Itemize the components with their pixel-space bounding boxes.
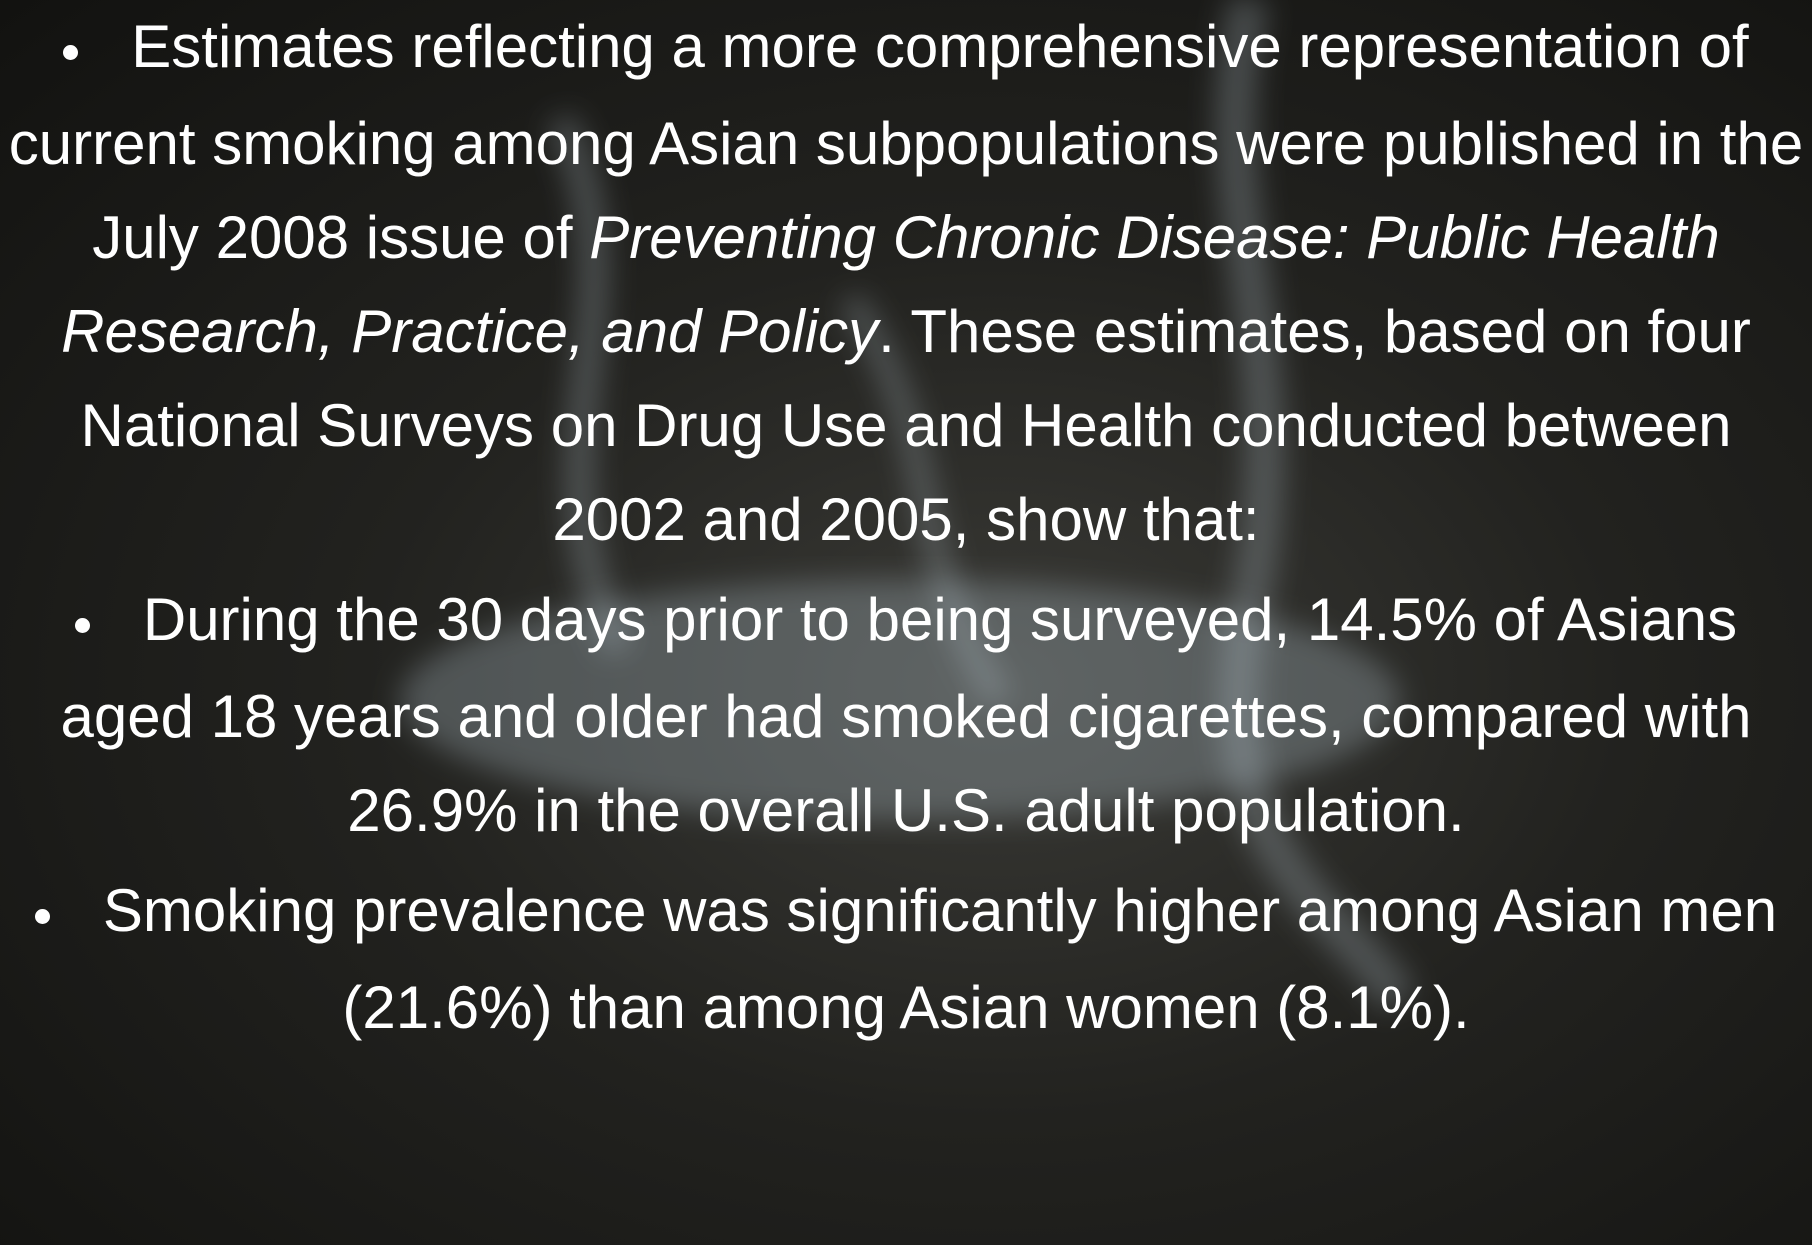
slide: Estimates reflecting a more comprehensiv… bbox=[0, 0, 1812, 1245]
bullet: Estimates reflecting a more comprehensiv… bbox=[8, 0, 1804, 567]
text: Smoking prevalence was significantly hig… bbox=[103, 877, 1777, 1041]
bullet: Smoking prevalence was significantly hig… bbox=[8, 864, 1804, 1055]
bullet: During the 30 days prior to being survey… bbox=[8, 573, 1804, 858]
text: During the 30 days prior to being survey… bbox=[61, 586, 1752, 844]
bullet-list: Estimates reflecting a more comprehensiv… bbox=[0, 0, 1812, 1061]
